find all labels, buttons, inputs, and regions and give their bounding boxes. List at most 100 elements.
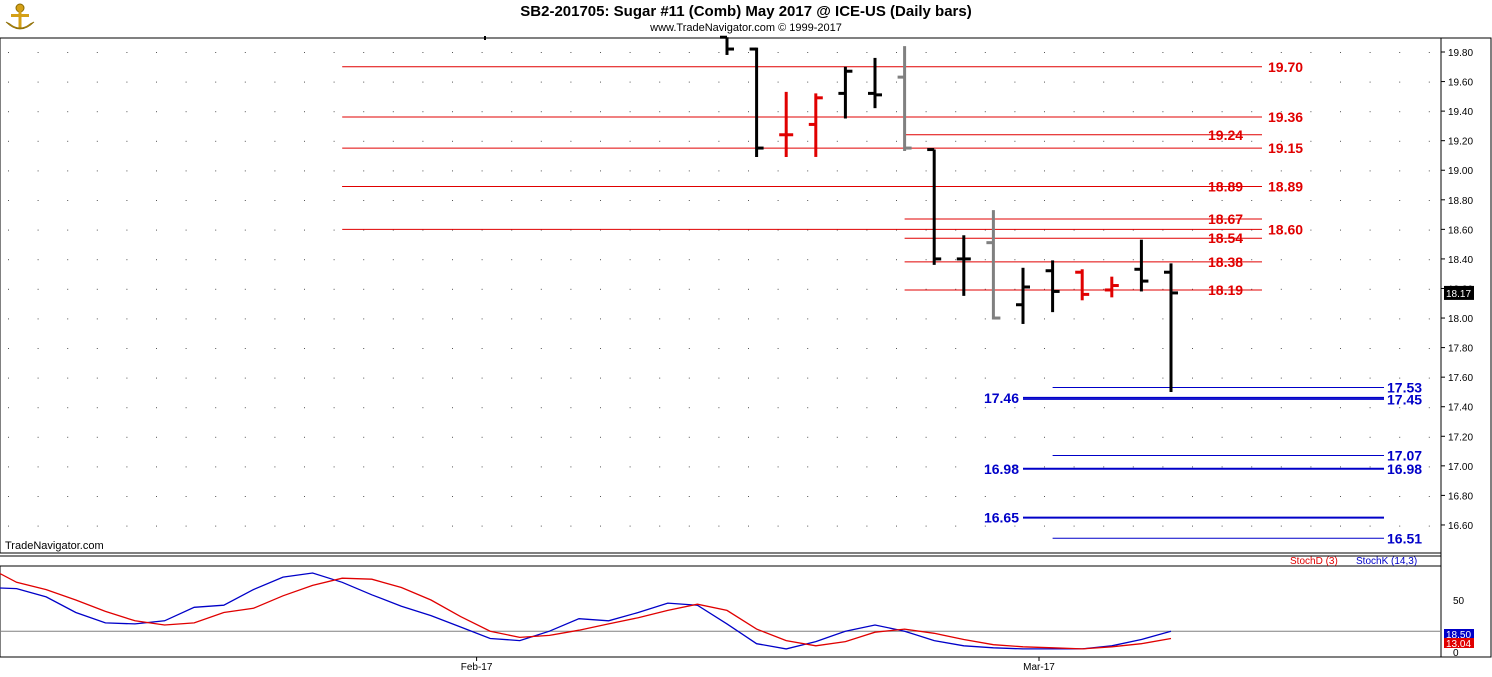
grid-dot bbox=[304, 81, 305, 83]
grid-dot bbox=[244, 259, 246, 261]
grid-dot bbox=[422, 111, 424, 113]
grid-dot bbox=[925, 288, 927, 290]
grid-dot bbox=[1192, 318, 1193, 320]
grid-dot bbox=[1340, 140, 1341, 142]
grid-dot bbox=[748, 170, 749, 172]
grid-dot bbox=[688, 140, 690, 142]
grid-dot bbox=[215, 140, 217, 142]
grid-dot bbox=[1340, 288, 1341, 290]
grid-dot bbox=[896, 318, 897, 320]
grid-dot bbox=[570, 259, 572, 261]
grid-dot bbox=[8, 200, 9, 201]
grid-dot bbox=[481, 377, 483, 379]
grid-dot bbox=[333, 52, 335, 53]
grid-dot bbox=[1340, 170, 1341, 172]
grid-dot bbox=[1014, 200, 1016, 201]
grid-dot bbox=[1162, 200, 1164, 201]
grid-dot bbox=[1340, 111, 1341, 113]
grid-dot bbox=[984, 288, 986, 290]
grid-dot bbox=[67, 466, 69, 468]
grid-dot bbox=[392, 496, 394, 497]
grid-dot bbox=[807, 377, 809, 379]
grid-dot bbox=[185, 436, 187, 438]
grid-dot bbox=[333, 229, 335, 231]
grid-dot bbox=[777, 288, 779, 290]
grid-dot bbox=[156, 81, 157, 83]
grid-dot bbox=[984, 200, 986, 201]
grid-dot bbox=[422, 436, 424, 438]
grid-dot bbox=[244, 407, 246, 409]
grid-dot bbox=[777, 111, 779, 113]
grid-dot bbox=[570, 348, 572, 349]
grid-dot bbox=[126, 229, 128, 231]
grid-dot bbox=[333, 496, 335, 497]
grid-dot bbox=[836, 436, 838, 438]
grid-dot bbox=[1369, 229, 1371, 231]
grid-dot bbox=[1073, 318, 1075, 320]
grid-dot bbox=[659, 81, 661, 83]
grid-dot bbox=[422, 229, 424, 231]
grid-dot bbox=[866, 111, 868, 113]
grid-dot bbox=[8, 525, 9, 527]
grid-dot bbox=[1399, 318, 1401, 320]
grid-dot bbox=[600, 52, 601, 53]
grid-dot bbox=[333, 436, 335, 438]
grid-dot bbox=[452, 496, 453, 497]
chart-header: SB2-201705: Sugar #11 (Comb) May 2017 @ … bbox=[0, 0, 1492, 38]
grid-dot bbox=[1162, 525, 1164, 527]
grid-dot bbox=[1014, 525, 1016, 527]
grid-dot bbox=[1132, 52, 1134, 53]
grid-dot bbox=[1340, 200, 1341, 201]
grid-dot bbox=[392, 436, 394, 438]
grid-dot bbox=[8, 229, 9, 231]
grid-dot bbox=[748, 140, 749, 142]
stoch-d-legend: StochD (3) bbox=[1290, 556, 1338, 567]
grid-dot bbox=[392, 200, 394, 201]
grid-dot bbox=[363, 259, 365, 261]
grid-dot bbox=[984, 111, 986, 113]
grid-dot bbox=[1221, 318, 1223, 320]
grid-dot bbox=[777, 259, 779, 261]
grid-dot bbox=[955, 111, 957, 113]
grid-dot bbox=[304, 259, 305, 261]
grid-dot bbox=[777, 229, 779, 231]
grid-dot bbox=[659, 377, 661, 379]
grid-dot bbox=[718, 436, 720, 438]
grid-dot bbox=[896, 407, 897, 409]
grid-dot bbox=[126, 288, 128, 290]
grid-dot bbox=[185, 170, 187, 172]
grid-dot bbox=[96, 377, 98, 379]
grid-dot bbox=[481, 259, 483, 261]
grid-dot bbox=[156, 525, 157, 527]
price-tick-label: 19.80 bbox=[1448, 48, 1473, 59]
grid-dot bbox=[215, 259, 217, 261]
grid-dot bbox=[1221, 259, 1223, 261]
grid-dot bbox=[274, 229, 276, 231]
grid-dot bbox=[126, 170, 128, 172]
grid-dot bbox=[215, 170, 217, 172]
grid-dot bbox=[304, 318, 305, 320]
grid-dot bbox=[1073, 525, 1075, 527]
grid-dot bbox=[392, 525, 394, 527]
grid-dot bbox=[540, 259, 542, 261]
grid-dot bbox=[1221, 288, 1223, 290]
grid-dot bbox=[67, 52, 69, 53]
grid-dot bbox=[156, 436, 157, 438]
grid-dot bbox=[1251, 466, 1253, 468]
grid-dot bbox=[896, 436, 897, 438]
grid-dot bbox=[600, 200, 601, 201]
grid-dot bbox=[304, 229, 305, 231]
grid-dot bbox=[67, 348, 69, 349]
grid-dot bbox=[185, 140, 187, 142]
grid-dot bbox=[807, 525, 809, 527]
grid-dot bbox=[1221, 348, 1223, 349]
grid-dot bbox=[244, 288, 246, 290]
grid-dot bbox=[1192, 259, 1193, 261]
grid-dot bbox=[156, 52, 157, 53]
grid-dot bbox=[1103, 229, 1105, 231]
grid-dot bbox=[363, 288, 365, 290]
chart-subtitle: www.TradeNavigator.com © 1999-2017 bbox=[650, 22, 842, 34]
grid-dot bbox=[777, 318, 779, 320]
grid-dot bbox=[67, 525, 69, 527]
grid-dot bbox=[866, 140, 868, 142]
